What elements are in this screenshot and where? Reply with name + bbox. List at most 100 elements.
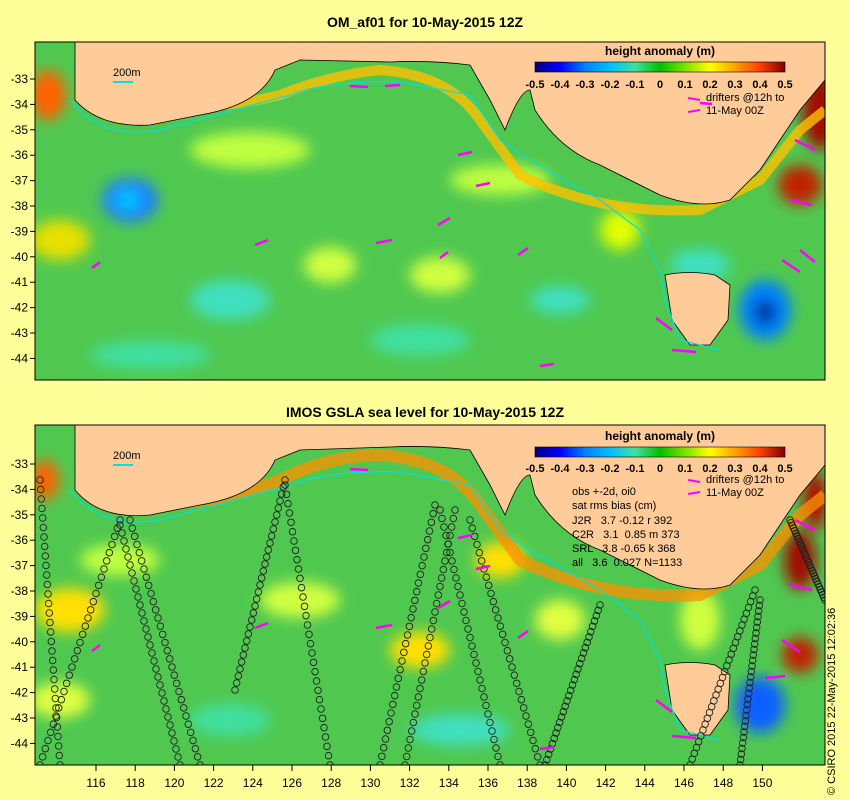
track-obs (752, 623, 761, 632)
track-obs (431, 501, 439, 509)
track-obs (40, 542, 49, 551)
track-obs (486, 718, 494, 727)
track-obs (487, 589, 495, 598)
track-obs (293, 555, 301, 564)
track-obs (742, 711, 750, 720)
track-obs (583, 638, 591, 647)
colorbar-label: 0.2 (702, 463, 717, 475)
top-panel-title: OM_af01 for 10-May-2015 12Z (326, 14, 524, 30)
track-obs (92, 589, 100, 598)
track-obs (405, 622, 414, 631)
track-obs (746, 673, 755, 681)
track-obs (414, 693, 423, 701)
track-obs (531, 744, 540, 753)
track-obs (738, 739, 747, 747)
track-obs (752, 629, 760, 637)
xtick-label: 116 (86, 776, 105, 790)
track-obs (138, 609, 146, 617)
track-obs (36, 476, 44, 484)
track-obs (746, 678, 754, 687)
track-obs (42, 571, 51, 579)
tasmania-land (664, 272, 731, 346)
track-obs (294, 565, 303, 573)
track-obs (274, 504, 283, 512)
track-obs (736, 761, 744, 765)
track-obs (172, 679, 181, 688)
track-obs (120, 537, 128, 545)
track-obs (132, 585, 140, 593)
track-obs (503, 646, 512, 655)
colorbar-labels: -0.5 -0.4 -0.3 -0.2 -0.1 0 0.1 0.2 0.3 0.4 0.5 (526, 79, 793, 91)
track-obs (158, 630, 167, 639)
track-obs (588, 622, 597, 631)
track-obs (458, 599, 466, 608)
track-obs (739, 733, 748, 742)
track-obs (151, 606, 160, 614)
track-obs (501, 638, 509, 647)
track-obs (442, 548, 451, 557)
track-obs (282, 490, 291, 499)
track-obs (477, 557, 486, 565)
xtick-label: 124 (243, 776, 263, 790)
colorbar-label: -0.2 (601, 79, 620, 91)
xtick-label: 150 (752, 776, 772, 790)
track-obs (561, 702, 569, 711)
track-obs (50, 685, 59, 693)
track-obs (135, 548, 144, 557)
track-obs (116, 516, 124, 524)
track-obs (576, 659, 584, 668)
track-obs (422, 544, 430, 553)
track-obs (422, 650, 431, 659)
track-obs (142, 625, 150, 633)
track-obs (126, 561, 134, 569)
track-obs (277, 490, 286, 498)
track-obs (470, 650, 478, 659)
track-obs (323, 742, 331, 751)
track-obs (38, 514, 47, 522)
track-obs (128, 569, 136, 577)
track-obs (241, 644, 249, 652)
track-obs (543, 755, 551, 764)
track-obs (284, 499, 292, 508)
track-obs (416, 570, 425, 579)
track-obs (44, 590, 52, 598)
track-obs (36, 761, 44, 765)
track-obs (747, 667, 756, 676)
track-obs (105, 548, 114, 557)
track-obs (318, 714, 327, 723)
drifters-note-2: 11-May 00Z (706, 105, 764, 117)
track-obs (172, 745, 180, 753)
track-obs (577, 654, 586, 663)
track-obs (81, 622, 90, 630)
track-obs (517, 695, 526, 704)
track-obs (750, 640, 759, 648)
track-obs (266, 539, 274, 547)
track-obs (78, 630, 87, 639)
track-obs (84, 614, 92, 622)
track-obs (55, 751, 64, 760)
ytick-label: -37 (11, 174, 29, 188)
track-obs (175, 687, 183, 696)
track-obs (43, 580, 52, 589)
colorbar-label: 0.5 (777, 79, 792, 91)
colorbar-label: 0.3 (727, 463, 742, 475)
track-obs (451, 506, 459, 514)
track-obs (387, 709, 395, 717)
isobath-200m (69, 81, 721, 351)
track-obs (89, 597, 98, 606)
xtick-label: 120 (164, 776, 184, 790)
track-obs (179, 704, 188, 712)
track-obs (52, 713, 61, 722)
track-obs (302, 611, 310, 620)
xtick-label: 146 (674, 776, 694, 790)
track-obs (474, 667, 482, 676)
track-obs (533, 753, 542, 761)
track-obs (440, 523, 448, 531)
track-obs (165, 655, 174, 663)
ytick-label: -42 (11, 686, 29, 700)
track-obs (447, 523, 456, 531)
track-obs (438, 514, 446, 523)
track-obs (482, 701, 490, 710)
track-obs (594, 606, 602, 615)
